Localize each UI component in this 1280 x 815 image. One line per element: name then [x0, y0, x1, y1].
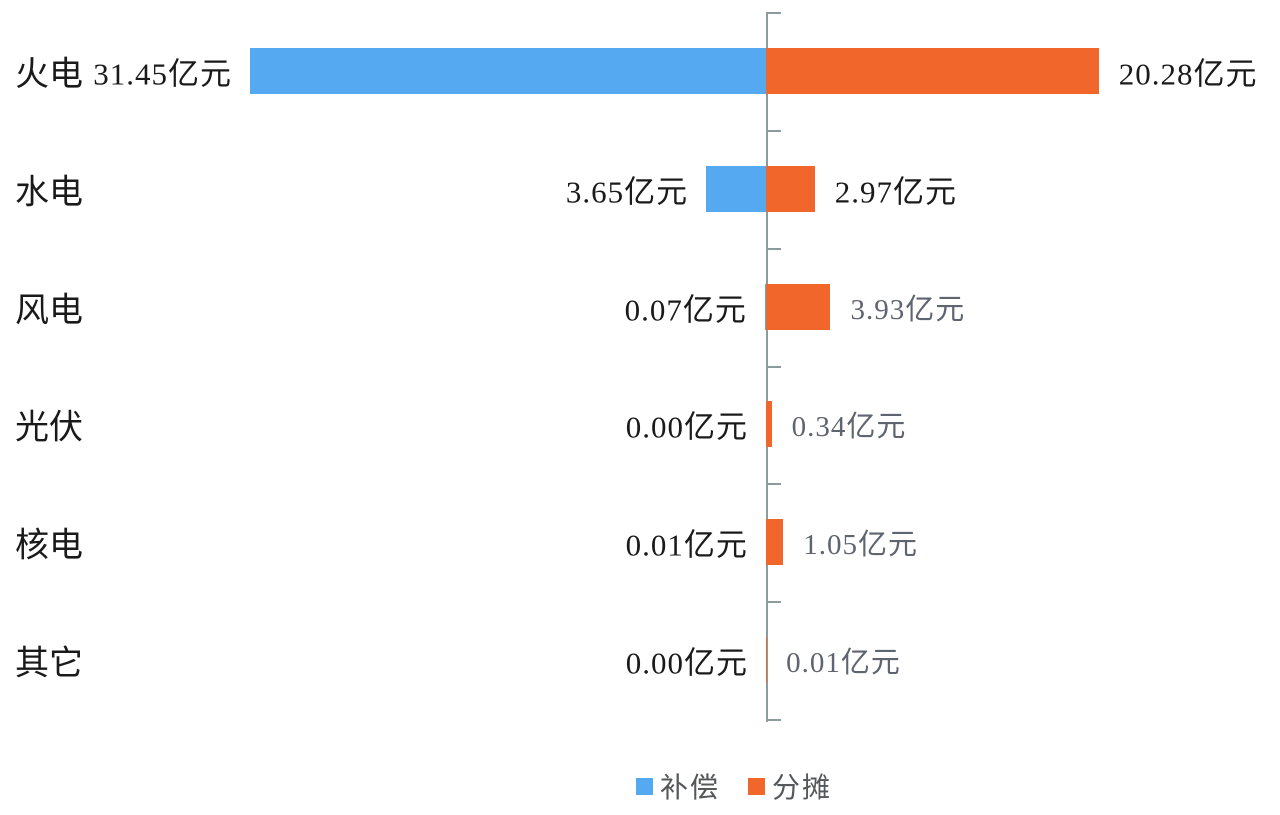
- legend-item-compensation: 补偿: [636, 766, 720, 806]
- legend-item-allocation: 分摊: [748, 766, 832, 806]
- category-label: 其它: [15, 645, 83, 683]
- category-label: 风电: [15, 292, 83, 330]
- axis-tick: [766, 247, 781, 250]
- allocation-value-label: 20.28亿元: [1118, 56, 1258, 92]
- compensation-value-label: 0.07亿元: [624, 292, 747, 328]
- category-label: 核电: [15, 527, 83, 565]
- axis-tick: [766, 719, 781, 721]
- allocation-bar: [766, 519, 784, 566]
- allocation-bar: [766, 47, 1099, 94]
- compensation-value-label: 0.01亿元: [625, 527, 748, 563]
- allocation-swatch-icon: [748, 777, 766, 795]
- allocation-bar: [766, 283, 831, 330]
- allocation-value-label: 2.97亿元: [834, 174, 957, 210]
- axis-tick: [766, 129, 781, 132]
- compensation-value-label: 0.00亿元: [625, 645, 748, 681]
- compensation-bar: [706, 165, 766, 212]
- compensation-value-label: 0.00亿元: [625, 409, 748, 445]
- category-label: 光伏: [15, 409, 83, 447]
- compensation-bar: [250, 47, 766, 94]
- allocation-value-label: 0.01亿元: [786, 647, 901, 680]
- allocation-value-label: 0.34亿元: [791, 411, 907, 444]
- compensation-swatch-icon: [636, 777, 653, 795]
- category-label: 火电: [15, 56, 83, 94]
- axis-tick: [766, 483, 781, 486]
- legend: 补偿 分摊: [636, 766, 832, 806]
- compensation-value-label: 3.65亿元: [565, 174, 689, 210]
- axis-tick: [766, 12, 781, 14]
- allocation-bar: [766, 165, 815, 212]
- axis-tick: [766, 601, 781, 604]
- allocation-value-label: 1.05亿元: [803, 529, 918, 562]
- allocation-value-label: 3.93亿元: [850, 293, 966, 326]
- allocation-bar: [766, 401, 772, 448]
- legend-label-allocation: 分摊: [772, 773, 833, 804]
- category-label: 水电: [15, 174, 83, 212]
- legend-label-compensation: 补偿: [660, 773, 721, 804]
- compensation-bar: [764, 283, 766, 330]
- axis-tick: [766, 365, 781, 368]
- compensation-value-label: 31.45亿元: [93, 56, 232, 92]
